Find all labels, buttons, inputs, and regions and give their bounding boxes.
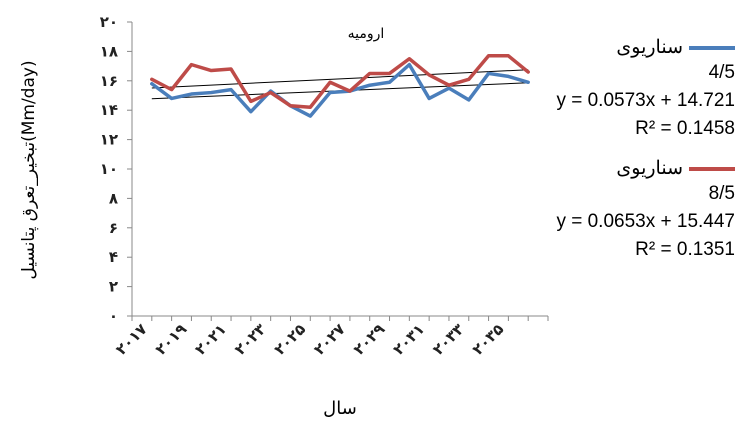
x-tick-label: ۲۰۲۷ [310, 320, 349, 359]
legend-item-series-2: سناریوی [495, 157, 735, 180]
x-tick-label: ۲۰۲۹ [350, 320, 389, 359]
series-2-r2: R² = 0.1351 [635, 239, 735, 260]
y-tick-label: ۱۲ [100, 131, 118, 149]
x-tick-label: ۲۰۱۷ [112, 320, 151, 359]
y-tick-label: ۸ [109, 189, 118, 207]
x-tick-label: ۲۰۲۱ [191, 320, 230, 359]
y-tick-label: ۲۰ [100, 13, 118, 31]
y-tick-label: ۴ [109, 248, 118, 266]
legend-series-1-scenario: 4/5 [708, 62, 735, 83]
y-tick-label: ۶ [109, 219, 118, 237]
x-tick-label: ۲۰۲۵ [271, 320, 310, 359]
series-1-line [150, 62, 530, 118]
x-tick-label: ۲۰۳۱ [389, 320, 428, 359]
series-lines [150, 54, 530, 118]
legend-item-series-1: سناریوی [495, 36, 735, 59]
legend-series-2-scenario: 8/5 [708, 183, 735, 204]
y-tick-label: ۱۶ [100, 72, 118, 90]
y-tick-label: ۱۸ [100, 42, 118, 60]
legend-series-1-swatch [689, 45, 735, 50]
y-ticks: ۰ ۲ ۴ ۶ ۸ ۱۰ ۱۲ ۱۴ ۱۶ ۱۸ ۲۰ [100, 13, 132, 325]
legend-series-1-label: سناریوی [616, 37, 683, 58]
y-tick-label: ۱۰ [100, 160, 118, 178]
x-tick-label: ۲۰۳۳ [429, 320, 468, 359]
legend-series-2-label: سناریوی [616, 158, 683, 179]
legend: سناریوی 4/5 y = 0.0573x + 14.721 R² = 0.… [495, 36, 735, 264]
x-tick-label: ۲۰۱۹ [152, 320, 191, 359]
series-1-r2: R² = 0.1458 [635, 118, 735, 139]
y-tick-label: ۲ [109, 278, 118, 296]
trendline-series-2 [151, 69, 529, 89]
y-tick-label: ۰ [109, 307, 118, 325]
series-2-equation: y = 0.0653x + 15.447 [556, 211, 735, 232]
x-tick-label: ۲۰۳۵ [469, 320, 508, 359]
y-axis-label: تبخیر_تعرق پتانسیل(Mm/day) [19, 60, 39, 279]
chart-title: ارومیه [348, 26, 385, 42]
x-ticks: ۲۰۱۷ ۲۰۱۹ ۲۰۲۱ ۲۰۲۳ ۲۰۲۵ ۲۰۲۷ ۲۰۲۹ ۲۰۳۱ ۲۰۳۳ ۲۰۳۵ [112, 316, 549, 359]
legend-series-2-swatch [689, 166, 735, 171]
x-axis-label: سال [323, 398, 357, 419]
series-2-line [150, 54, 530, 110]
series-1-equation: y = 0.0573x + 14.721 [556, 90, 735, 111]
x-tick-label: ۲۰۲۳ [231, 320, 270, 359]
y-tick-label: ۱۴ [100, 101, 118, 119]
